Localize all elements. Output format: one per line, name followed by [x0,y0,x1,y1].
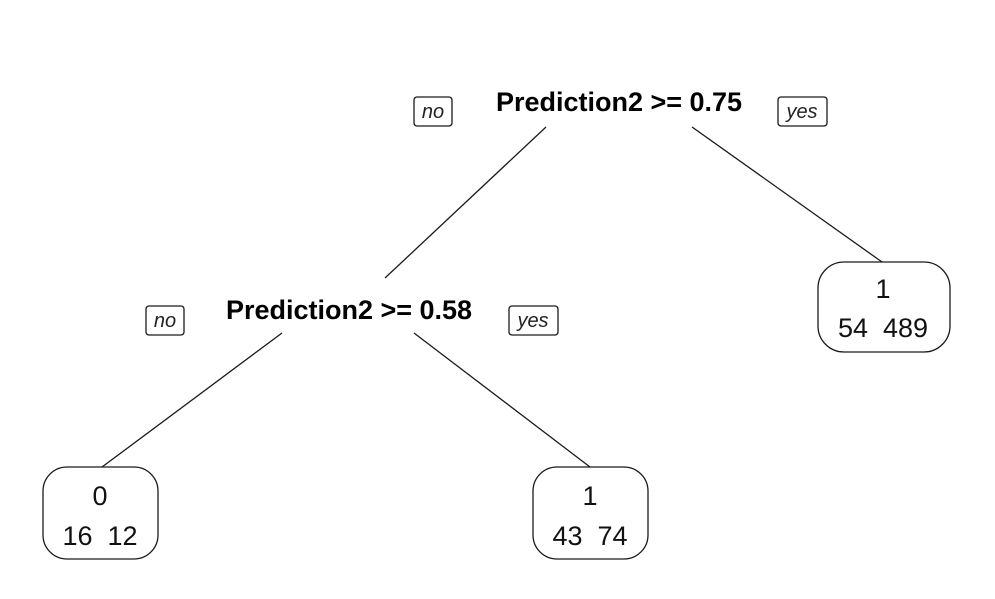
leaf-class: 1 [875,274,890,304]
edge-left-split-to-leaf-0 [101,332,283,468]
left-no-badge [145,305,185,336]
edge-root-to-left-split [384,126,547,279]
left-split-node: no Prediction2 >= 0.58 yes [145,295,559,336]
root-no-label: no [422,101,444,123]
root-split-label: Prediction2 >= 0.75 [496,87,742,117]
edge-left-split-to-leaf-1 [413,332,591,468]
root-yes-badge [777,96,828,127]
root-split-node: no Prediction2 >= 0.75 yes [413,87,828,127]
leaf-node: 1 54 489 [817,261,951,353]
root-yes-label: yes [784,101,817,123]
leaf-counts: 16 12 [62,521,137,551]
leaf-node: 0 16 12 [42,466,159,560]
leaf-box [817,261,951,353]
left-split-label: Prediction2 >= 0.58 [226,295,472,325]
root-no-badge [413,96,453,127]
left-yes-label: yes [515,310,548,332]
leaf-class: 0 [92,481,107,511]
left-no-label: no [154,310,176,332]
leaf-box [42,466,159,560]
leaf-node: 1 43 74 [532,466,649,560]
left-yes-badge [508,305,559,336]
edge-root-to-right-leaf [691,126,883,263]
leaf-counts: 43 74 [552,521,627,551]
leaf-box [532,466,649,560]
leaf-counts: 54 489 [838,313,928,343]
leaf-class: 1 [582,481,597,511]
